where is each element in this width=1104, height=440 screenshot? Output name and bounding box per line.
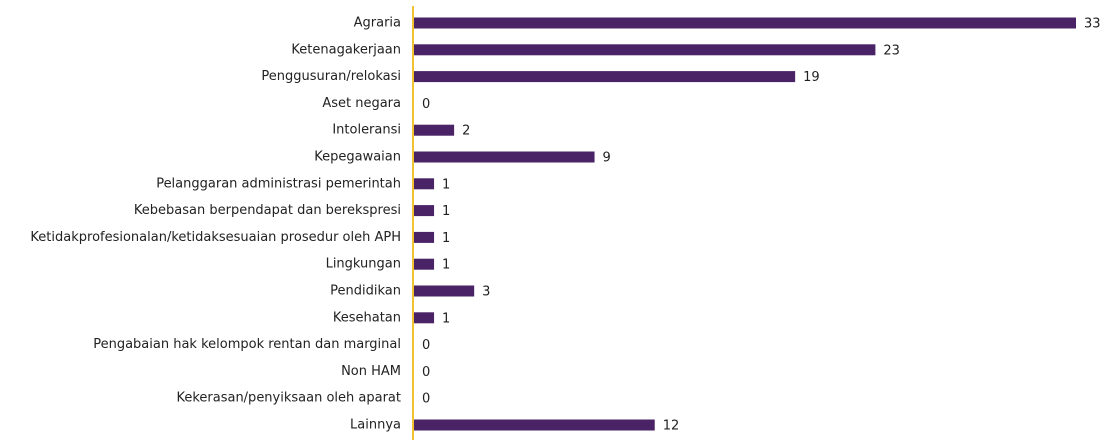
bar xyxy=(414,17,1076,29)
value-label: 23 xyxy=(883,43,900,58)
bar xyxy=(414,285,475,297)
category-label: Kepegawaian xyxy=(314,150,401,165)
category-label: Non HAM xyxy=(341,364,401,379)
category-label: Agraria xyxy=(354,16,401,31)
value-label: 33 xyxy=(1084,17,1101,32)
bar xyxy=(414,71,796,83)
value-label: 2 xyxy=(462,124,470,139)
value-label: 3 xyxy=(482,285,490,300)
value-label: 1 xyxy=(442,204,450,219)
value-label: 19 xyxy=(803,70,820,85)
value-label: 1 xyxy=(442,311,450,326)
category-label: Kebebasan berpendapat dan berekspresi xyxy=(134,203,401,218)
value-label: 1 xyxy=(442,231,450,246)
bar xyxy=(414,419,655,431)
value-label: 1 xyxy=(442,177,450,192)
category-label: Lainnya xyxy=(350,418,401,433)
bar xyxy=(414,312,435,324)
value-label: 0 xyxy=(422,338,430,353)
bar xyxy=(414,44,876,56)
category-label: Pelanggaran administrasi pemerintah xyxy=(156,176,401,191)
category-label: Kekerasan/penyiksaan oleh aparat xyxy=(176,391,401,406)
bar xyxy=(414,151,595,163)
value-label: 0 xyxy=(422,365,430,380)
value-label: 12 xyxy=(663,419,680,434)
category-label: Penggusuran/relokasi xyxy=(261,69,401,84)
category-label: Pengabaian hak kelompok rentan dan margi… xyxy=(93,337,401,352)
category-label: Aset negara xyxy=(322,96,401,111)
bar xyxy=(414,178,435,190)
bar xyxy=(414,205,435,217)
category-label: Lingkungan xyxy=(326,257,401,272)
bar xyxy=(414,258,435,270)
value-label: 0 xyxy=(422,97,430,112)
bar xyxy=(414,231,435,243)
bar xyxy=(414,124,455,136)
value-label: 1 xyxy=(442,258,450,273)
category-label: Kesehatan xyxy=(333,310,401,325)
category-label: Pendidikan xyxy=(330,284,401,299)
category-label: Ketenagakerjaan xyxy=(291,42,401,57)
value-label: 9 xyxy=(603,151,611,166)
category-label: Intoleransi xyxy=(332,123,401,138)
value-label: 0 xyxy=(422,392,430,407)
category-label: Ketidakprofesionalan/ketidaksesuaian pro… xyxy=(30,230,401,245)
